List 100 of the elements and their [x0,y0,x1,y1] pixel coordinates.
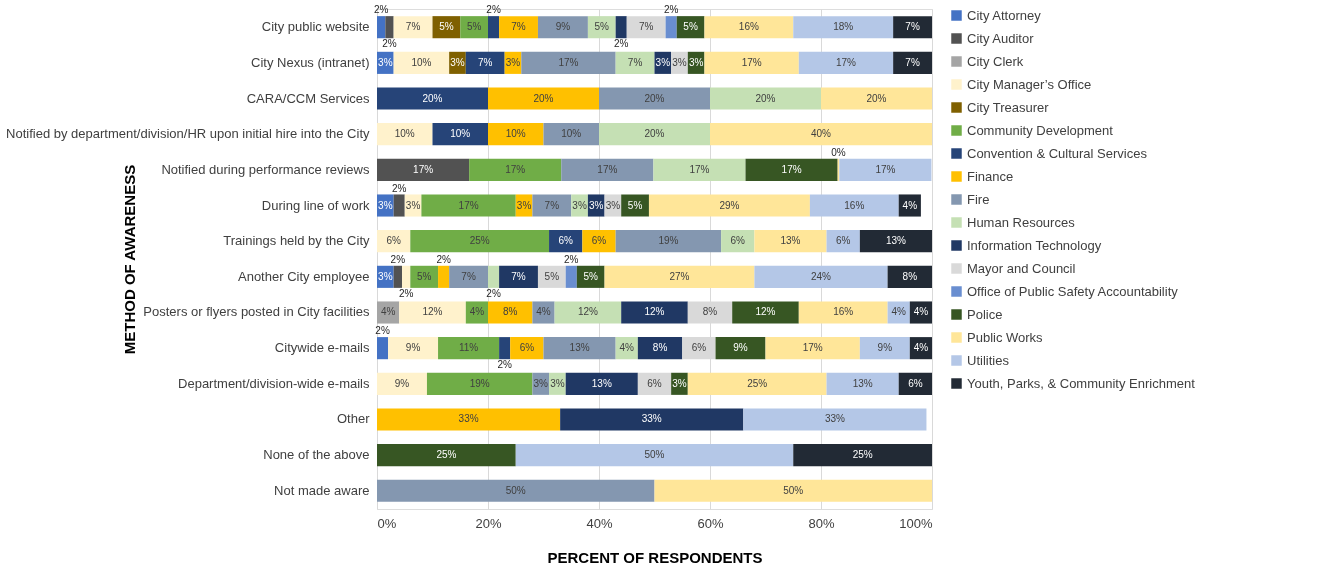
y-tick-label: None of the above [263,447,370,463]
data-label: 3% [688,56,704,68]
data-label: 2% [375,325,390,337]
data-label: 13% [885,235,907,247]
x-tick-label: 80% [808,515,835,531]
data-label: 17% [875,163,896,175]
data-label: 4% [469,306,485,318]
data-label: 50% [644,449,665,461]
data-label: 5% [583,270,599,282]
data-label: 24% [810,270,832,282]
legend-label: Office of Public Safety Accountability [967,283,1179,299]
x-tick-label: 60% [697,515,724,531]
data-label: 5% [439,21,454,33]
y-tick-label: Citywide e-mails [274,340,370,356]
data-label: 5% [594,21,610,33]
legend-label: Finance [967,168,1014,184]
data-label: 4% [913,306,929,318]
data-label: 12% [422,306,443,318]
data-label: 17% [505,163,526,175]
data-label: 6% [519,342,535,354]
data-label: 25% [469,235,490,247]
data-label: 5% [627,199,643,211]
y-tick-label: Not made aware [274,482,370,498]
data-label: 0% [831,146,846,158]
data-label: 10% [394,128,415,140]
data-label: 17% [558,56,579,68]
data-label: 9% [733,342,748,354]
x-tick-label: 40% [586,515,613,531]
legend-label: Human Resources [967,214,1076,230]
legend-label: City Manager’s Office [967,76,1092,92]
data-label: 6% [558,235,574,247]
data-label: 33% [458,413,479,425]
data-label: 12% [577,306,599,318]
data-label: 20% [644,128,665,140]
data-label: 4% [536,306,551,318]
data-label: 5% [544,270,560,282]
data-label: 12% [755,306,776,318]
data-label: 3% [505,56,521,68]
data-label: 20% [755,92,776,104]
legend-label: Convention & Cultural Services [967,145,1148,161]
data-label: 17% [835,56,857,68]
y-tick-label: CARA/CCM Services [246,90,370,106]
data-label: 8% [902,270,918,282]
data-label: 6% [908,377,923,389]
data-label: 3% [378,199,393,211]
data-label: 16% [738,21,759,33]
data-label: 2% [497,359,512,371]
data-label: 7% [905,56,920,68]
data-label: 6% [386,235,401,247]
y-tick-label: Department/division-wide e-mails [178,375,370,391]
data-label: 6% [835,235,851,247]
y-tick-label: Another City employee [237,268,370,284]
legend-label: City Attorney [967,7,1042,23]
data-label: 17% [689,163,710,175]
data-label: 3% [378,56,393,68]
legend-label: City Clerk [967,53,1024,69]
data-label: 2% [564,253,579,265]
data-label: 13% [591,377,612,389]
data-label: 29% [719,199,740,211]
data-label: 17% [741,56,762,68]
data-label: 9% [405,342,421,354]
data-label: 9% [555,21,571,33]
data-label: 3% [655,56,671,68]
data-label: 3% [405,199,421,211]
data-label: 2% [436,253,451,265]
data-label: 3% [378,270,393,282]
data-label: 2% [486,4,501,16]
data-label: 6% [647,377,662,389]
data-label: 17% [802,342,823,354]
data-label: 7% [478,56,493,68]
data-label: 9% [394,377,410,389]
y-tick-label: Notified by department/division/HR upon initial hire into the City [6,126,370,142]
data-label: 4% [902,199,918,211]
data-label: 7% [511,21,526,33]
data-label: 25% [852,449,873,461]
data-label: 2% [373,4,389,16]
data-label: 6% [691,342,707,354]
data-label: 18% [833,21,854,33]
data-label: 50% [505,484,526,496]
data-label: 13% [569,342,590,354]
y-axis-title: METHOD OF AWARENESS [120,164,138,355]
data-label: 7% [905,21,920,33]
legend-label: Community Development [967,122,1114,138]
data-label: 3% [533,377,549,389]
data-label: 2% [382,38,397,50]
data-label: 9% [877,342,893,354]
data-label: 16% [844,199,865,211]
data-label: 3% [672,377,687,389]
data-label: 11% [458,342,479,354]
legend-label: City Treasurer [967,99,1050,115]
y-tick-label: Trainings held by the City [223,233,370,249]
data-label: 8% [652,342,668,354]
data-label: 19% [469,377,490,389]
data-label: 12% [644,306,665,318]
data-label: 20% [866,92,887,104]
data-label: 10% [505,128,526,140]
y-tick-label: Notified during performance reviews [161,161,370,177]
data-label: 13% [852,377,873,389]
data-label: 3% [550,377,565,389]
legend-label: Information Technology [967,237,1102,253]
